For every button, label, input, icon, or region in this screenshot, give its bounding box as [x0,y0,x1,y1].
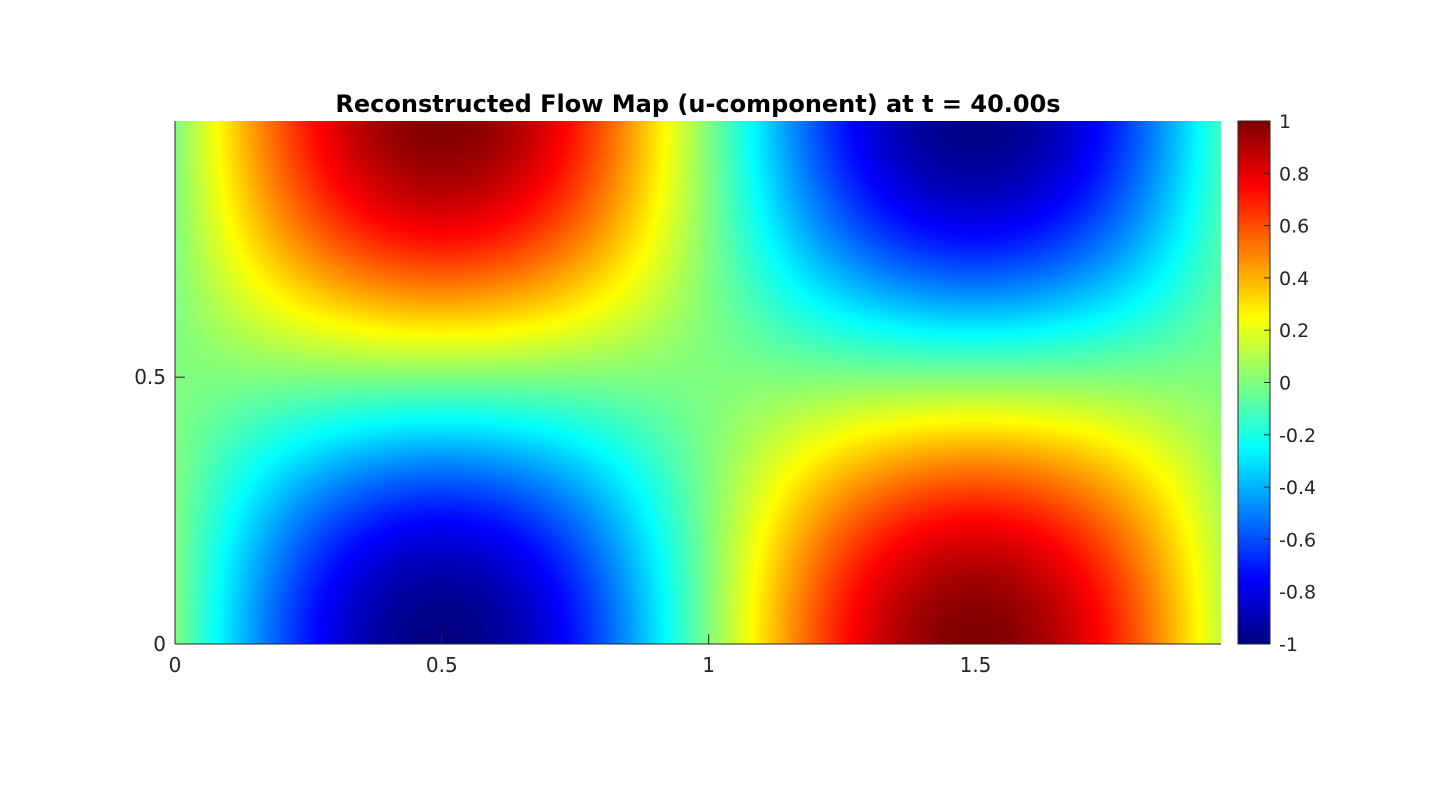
colorbar-tick-label: -0.4 [1279,477,1316,499]
colorbar-tick-label: 0 [1279,373,1291,395]
colorbar-tick-label: 0.4 [1279,268,1309,290]
colorbar-tick-label: 0.2 [1279,320,1309,342]
y-axis-ticks: 00.5 [134,365,185,656]
x-tick-label: 0.5 [426,653,458,677]
colorbar-tick-label: -0.8 [1279,582,1316,604]
colorbar: 1 0.8 0.6 0.4 0.2 0 -0.2 -0.4 -0.6 -0.8 -1 [1237,111,1316,656]
colorbar-tick-label: 0.8 [1279,163,1309,185]
y-tick-label: 0.5 [134,365,166,389]
colorbar-ticks: 1 0.8 0.6 0.4 0.2 0 -0.2 -0.4 -0.6 -0.8 -1 [1264,111,1316,656]
x-axis-ticks: 0 0.5 1 1.5 [169,634,992,677]
heatmap-image [175,121,1221,644]
colorbar-tick-label: 0.6 [1279,216,1309,238]
y-tick-label: 0 [153,632,166,656]
plot-area [174,121,1221,645]
x-tick-label: 0 [169,653,182,677]
colorbar-tick-label: -0.6 [1279,529,1316,551]
colorbar-tick-label: -0.2 [1279,425,1316,447]
colorbar-tick-label: -1 [1279,634,1298,656]
x-tick-label: 1 [702,653,715,677]
chart-title: Reconstructed Flow Map (u-component) at … [335,90,1060,118]
x-tick-label: 1.5 [960,653,992,677]
colorbar-tick-label: 1 [1279,111,1291,133]
